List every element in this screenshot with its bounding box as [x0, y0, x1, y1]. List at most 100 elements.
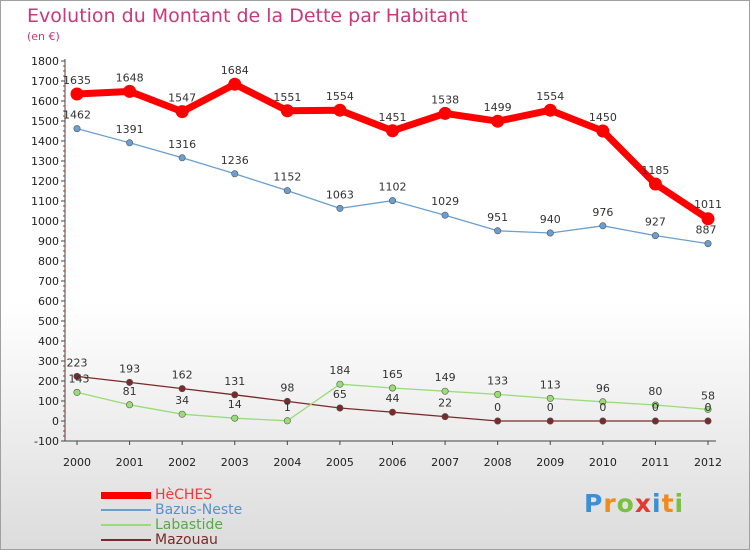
data-point-labastide	[283, 417, 291, 425]
data-label-bazus-neste: 1462	[63, 109, 91, 122]
data-point-mazouau	[178, 385, 186, 393]
data-label-mazouau: 223	[67, 356, 88, 369]
data-point-mazouau	[704, 417, 712, 425]
y-tick-label: 1700	[31, 75, 59, 88]
y-tick-label: 500	[38, 315, 59, 328]
data-point-bazus-neste	[231, 170, 239, 178]
y-tick-label: 900	[38, 235, 59, 248]
data-label-mazouau: 98	[280, 381, 294, 394]
data-point-bazus-neste	[704, 240, 712, 248]
y-tick-label: 100	[38, 395, 59, 408]
x-tick-label: 2011	[641, 456, 669, 469]
data-point-labastide	[73, 388, 81, 396]
legend-swatch	[101, 524, 151, 526]
data-point-h-ches	[438, 106, 452, 120]
data-point-bazus-neste	[651, 232, 659, 240]
data-point-h-ches	[701, 212, 715, 226]
brand-letter: r	[603, 489, 617, 518]
data-point-labastide	[651, 401, 659, 409]
data-point-labastide	[546, 394, 554, 402]
brand-letter: t	[661, 489, 675, 518]
data-point-labastide	[178, 410, 186, 418]
data-point-labastide	[126, 401, 134, 409]
y-tick-label: 1100	[31, 195, 59, 208]
data-label-bazus-neste: 1316	[168, 138, 196, 151]
data-point-mazouau	[388, 408, 396, 416]
brand-logo: Proxiti	[584, 489, 684, 518]
data-label-bazus-neste: 951	[487, 211, 508, 224]
data-label-h-ches: 1554	[326, 90, 354, 103]
legend-swatch	[101, 509, 151, 511]
x-tick-label: 2006	[379, 456, 407, 469]
data-point-bazus-neste	[178, 154, 186, 162]
data-label-labastide: 113	[540, 378, 561, 391]
y-tick-label: 1600	[31, 95, 59, 108]
data-label-labastide: 80	[648, 385, 662, 398]
y-tick-label: 1800	[31, 55, 59, 68]
data-point-bazus-neste	[73, 125, 81, 133]
x-tick-label: 2007	[431, 456, 459, 469]
brand-letter: i	[652, 489, 662, 518]
data-point-labastide	[494, 390, 502, 398]
data-label-labastide: 1	[284, 401, 291, 414]
data-point-bazus-neste	[494, 227, 502, 235]
brand-letter: x	[634, 489, 652, 518]
data-point-bazus-neste	[126, 139, 134, 147]
data-label-labastide: 58	[701, 389, 715, 402]
data-point-mazouau	[283, 397, 291, 405]
data-point-mazouau	[546, 417, 554, 425]
x-tick-label: 2008	[484, 456, 512, 469]
x-tick-label: 2002	[168, 456, 196, 469]
data-label-mazouau: 0	[652, 401, 659, 414]
y-tick-label: 400	[38, 335, 59, 348]
data-point-mazouau	[126, 378, 134, 386]
data-label-mazouau: 65	[333, 388, 347, 401]
y-tick-label: 1400	[31, 135, 59, 148]
data-label-h-ches: 1185	[641, 164, 669, 177]
data-point-labastide	[336, 380, 344, 388]
data-label-bazus-neste: 1029	[431, 195, 459, 208]
data-label-mazouau: 0	[547, 401, 554, 414]
data-label-bazus-neste: 1152	[273, 171, 301, 184]
data-point-labastide	[599, 398, 607, 406]
data-label-h-ches: 1684	[221, 64, 249, 77]
legend-label: HèCHES	[155, 487, 213, 503]
y-tick-label: 1200	[31, 175, 59, 188]
legend-label: Bazus-Neste	[155, 502, 243, 518]
data-label-h-ches: 1011	[694, 198, 722, 211]
brand-letter: P	[584, 489, 604, 518]
legend-swatch	[101, 491, 151, 499]
y-tick-label: 300	[38, 355, 59, 368]
y-tick-label: 800	[38, 255, 59, 268]
data-label-h-ches: 1538	[431, 93, 459, 106]
y-tick-label: 1300	[31, 155, 59, 168]
data-point-h-ches	[543, 103, 557, 117]
data-point-h-ches	[175, 105, 189, 119]
data-label-labastide: 96	[596, 382, 610, 395]
data-label-bazus-neste: 1391	[116, 123, 144, 136]
data-label-mazouau: 0	[599, 401, 606, 414]
data-point-bazus-neste	[546, 229, 554, 237]
x-tick-label: 2012	[694, 456, 722, 469]
data-point-bazus-neste	[336, 204, 344, 212]
data-point-bazus-neste	[599, 222, 607, 230]
data-point-h-ches	[280, 104, 294, 118]
x-tick-label: 2010	[589, 456, 617, 469]
data-point-mazouau	[651, 417, 659, 425]
data-point-h-ches	[228, 77, 242, 91]
data-label-h-ches: 1554	[536, 90, 564, 103]
chart-title: Evolution du Montant de la Dette par Hab…	[27, 5, 468, 27]
y-tick-label: 700	[38, 275, 59, 288]
data-label-bazus-neste: 927	[645, 216, 666, 229]
data-label-h-ches: 1499	[484, 101, 512, 114]
data-point-labastide	[231, 414, 239, 422]
data-label-h-ches: 1547	[168, 92, 196, 105]
data-point-mazouau	[441, 413, 449, 421]
data-label-labastide: 133	[487, 374, 508, 387]
data-point-mazouau	[73, 372, 81, 380]
data-point-h-ches	[333, 103, 347, 117]
x-tick-label: 2005	[326, 456, 354, 469]
data-point-h-ches	[70, 87, 84, 101]
data-point-h-ches	[123, 84, 137, 98]
